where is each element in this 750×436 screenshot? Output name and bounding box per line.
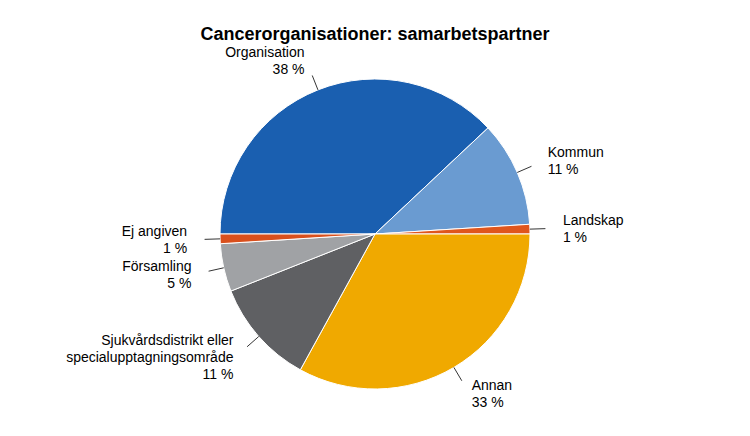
data-label-line: 33 % [472, 394, 504, 410]
data-label-line: Annan [472, 377, 512, 393]
data-label: Landskap1 % [563, 212, 624, 245]
data-label-line: 11 % [548, 161, 579, 177]
data-label-line: Organisation [225, 44, 304, 60]
data-label: Sjukvårdsdistrikt ellerspecialupptagning… [66, 332, 234, 382]
data-label-line: 11 % [203, 366, 234, 382]
slice [220, 234, 375, 244]
data-label-line: specialupptagningsområde [66, 349, 234, 365]
data-label-line: Sjukvårdsdistrikt eller [101, 332, 234, 348]
pie [220, 79, 530, 389]
leader-line [530, 228, 545, 229]
data-label-line: 5 % [167, 275, 191, 291]
leader-line [454, 367, 462, 380]
title: Cancerorganisationer: samarbetspartner [200, 24, 549, 44]
leader-line [247, 337, 259, 347]
slice [375, 224, 530, 234]
leader-line [312, 75, 318, 89]
data-label: Organisation38 % [225, 44, 304, 77]
data-label-line: Kommun [548, 144, 604, 160]
leader-line [205, 238, 220, 239]
data-label: Ej angiven1 % [122, 223, 187, 256]
leader-line [209, 268, 224, 271]
slice [375, 128, 530, 234]
data-label: Kommun11 % [548, 144, 604, 177]
data-label-line: Landskap [563, 212, 624, 228]
labels: Organisation38 %Kommun11 %Landskap1 %Ann… [66, 44, 624, 410]
data-label-line: 1 % [163, 240, 187, 256]
data-label-line: 1 % [563, 229, 587, 245]
data-label: Församling5 % [122, 258, 191, 291]
data-label-line: Församling [122, 258, 191, 274]
data-label: Annan33 % [472, 377, 512, 410]
data-label-line: 38 % [273, 61, 305, 77]
slice [220, 234, 375, 291]
leader-line [517, 166, 531, 172]
chart: Cancerorganisationer: samarbetspartnerOr… [0, 0, 750, 436]
data-label-line: Ej angiven [122, 223, 187, 239]
